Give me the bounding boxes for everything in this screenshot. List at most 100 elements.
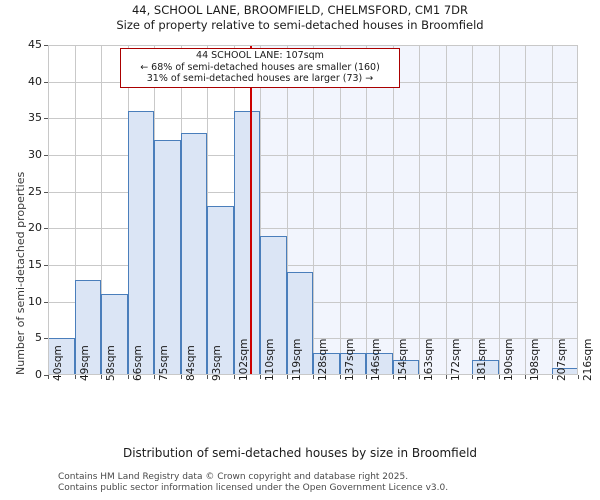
gridline-x-16 bbox=[472, 45, 473, 375]
y-tick-label-30: 30 bbox=[28, 148, 42, 161]
x-tick-mark-172sqm bbox=[445, 375, 447, 379]
x-tick-mark-198sqm bbox=[525, 375, 526, 379]
x-tick-label-84sqm: 84sqm bbox=[184, 345, 197, 381]
x-tick-label-198sqm: 198sqm bbox=[529, 338, 541, 381]
x-tick-label-93sqm: 93sqm bbox=[211, 345, 223, 381]
x-tick-label-172sqm: 172sqm bbox=[449, 338, 462, 381]
y-tick-mark-10 bbox=[44, 301, 48, 303]
bar-40sqm bbox=[48, 338, 75, 375]
x-tick-mark-40sqm bbox=[48, 375, 49, 379]
x-tick-mark-163sqm bbox=[419, 375, 420, 379]
gridline-x-17 bbox=[498, 45, 500, 375]
x-tick-mark-146sqm bbox=[366, 375, 367, 379]
x-tick-mark-137sqm bbox=[339, 375, 341, 379]
x-tick-label-190sqm: 190sqm bbox=[502, 338, 515, 381]
x-tick-label-154sqm: 154sqm bbox=[396, 338, 409, 381]
x-tick-mark-216sqm bbox=[578, 375, 579, 379]
x-axis-label: Distribution of semi-detached houses by … bbox=[122, 446, 478, 460]
bar-49sqm bbox=[74, 279, 101, 375]
x-tick-mark-102sqm bbox=[233, 375, 235, 379]
gridline-x-10 bbox=[313, 45, 314, 375]
x-tick-label-102sqm: 102sqm bbox=[237, 338, 250, 381]
x-tick-label-66sqm: 66sqm bbox=[131, 345, 144, 381]
x-tick-label-40sqm: 40sqm bbox=[52, 345, 64, 381]
annotation-line-1: 44 SCHOOL LANE: 107sqm bbox=[196, 50, 324, 61]
y-tick-label-10: 10 bbox=[28, 294, 42, 308]
x-tick-mark-119sqm bbox=[286, 375, 288, 379]
y-tick-label-40: 40 bbox=[28, 74, 42, 88]
gridline-x-18 bbox=[525, 45, 526, 375]
footer-line-1: Contains HM Land Registry data © Crown c… bbox=[58, 472, 409, 482]
x-tick-mark-75sqm bbox=[154, 375, 155, 379]
gridline-x-12 bbox=[366, 45, 367, 375]
bar-66sqm bbox=[127, 111, 154, 375]
x-tick-mark-181sqm bbox=[472, 375, 473, 379]
gridline-x-15 bbox=[445, 45, 447, 375]
plot-area bbox=[48, 45, 578, 375]
y-tick-mark-45 bbox=[44, 45, 48, 46]
x-tick-mark-93sqm bbox=[207, 375, 208, 379]
bar-84sqm bbox=[180, 133, 207, 375]
annotation-line-3: 31% of semi-detached houses are larger (… bbox=[146, 73, 374, 84]
y-tick-mark-25 bbox=[44, 191, 48, 193]
y-tick-mark-5 bbox=[44, 338, 48, 340]
bar-93sqm bbox=[207, 206, 234, 375]
y-axis-label: Number of semi-detached properties bbox=[14, 171, 27, 375]
gridline-x-8 bbox=[260, 45, 261, 375]
x-tick-mark-58sqm bbox=[101, 375, 102, 379]
y-tick-label-20: 20 bbox=[28, 221, 42, 235]
footer-attribution: Contains HM Land Registry data © Crown c… bbox=[58, 472, 598, 494]
y-tick-label-15: 15 bbox=[28, 258, 42, 271]
x-tick-mark-128sqm bbox=[313, 375, 314, 379]
bar-119sqm bbox=[286, 272, 313, 375]
y-tick-label-5: 5 bbox=[35, 331, 42, 345]
x-tick-label-49sqm: 49sqm bbox=[78, 345, 91, 381]
x-tick-mark-154sqm bbox=[392, 375, 394, 379]
x-tick-mark-66sqm bbox=[127, 375, 129, 379]
x-tick-label-75sqm: 75sqm bbox=[158, 345, 170, 381]
x-tick-label-163sqm: 163sqm bbox=[423, 338, 435, 381]
gridline-x-14 bbox=[419, 45, 420, 375]
bar-58sqm bbox=[101, 294, 128, 375]
annotation-box: 44 SCHOOL LANE: 107sqm ← 68% of semi-det… bbox=[120, 48, 400, 88]
x-tick-mark-49sqm bbox=[74, 375, 76, 379]
y-tick-label-45: 45 bbox=[28, 38, 42, 51]
bar-102sqm bbox=[233, 111, 260, 375]
y-tick-label-25: 25 bbox=[28, 184, 42, 198]
gridline-x-13 bbox=[392, 45, 394, 375]
gridline-x-11 bbox=[339, 45, 341, 375]
gridline-x-19 bbox=[551, 45, 553, 375]
footer-line-2: Contains public sector information licen… bbox=[58, 483, 449, 493]
gridline-x-1 bbox=[74, 45, 76, 375]
bar-75sqm bbox=[154, 140, 181, 375]
x-tick-mark-110sqm bbox=[260, 375, 261, 379]
title-line-2: Size of property relative to semi-detach… bbox=[116, 18, 484, 32]
x-tick-label-146sqm: 146sqm bbox=[370, 338, 382, 381]
x-tick-label-119sqm: 119sqm bbox=[290, 338, 303, 381]
y-tick-mark-30 bbox=[44, 155, 48, 156]
x-tick-label-137sqm: 137sqm bbox=[343, 338, 356, 381]
x-tick-label-58sqm: 58sqm bbox=[105, 345, 117, 381]
x-tick-label-181sqm: 181sqm bbox=[476, 338, 488, 381]
y-tick-mark-40 bbox=[44, 81, 48, 83]
x-tick-mark-207sqm bbox=[551, 375, 553, 379]
gridline-x-2 bbox=[101, 45, 102, 375]
title-line-1: 44, SCHOOL LANE, BROOMFIELD, CHELMSFORD,… bbox=[131, 3, 469, 17]
x-tick-label-128sqm: 128sqm bbox=[317, 338, 329, 381]
annotation-line-2: ← 68% of semi-detached houses are smalle… bbox=[140, 61, 380, 73]
y-tick-label-35: 35 bbox=[28, 111, 42, 125]
gridline-x-9 bbox=[286, 45, 288, 375]
y-tick-label-0: 0 bbox=[35, 368, 42, 381]
x-tick-label-110sqm: 110sqm bbox=[264, 338, 276, 381]
y-tick-mark-20 bbox=[44, 228, 48, 230]
chart-title: 44, SCHOOL LANE, BROOMFIELD, CHELMSFORD,… bbox=[0, 3, 600, 33]
y-tick-mark-35 bbox=[44, 118, 48, 120]
bar-110sqm bbox=[260, 235, 287, 375]
x-tick-mark-190sqm bbox=[498, 375, 500, 379]
property-size-marker-line bbox=[250, 45, 252, 375]
x-tick-mark-84sqm bbox=[180, 375, 182, 379]
y-tick-mark-15 bbox=[44, 265, 48, 266]
x-tick-label-207sqm: 207sqm bbox=[555, 338, 568, 381]
y-tick-mark-0 bbox=[44, 375, 48, 376]
